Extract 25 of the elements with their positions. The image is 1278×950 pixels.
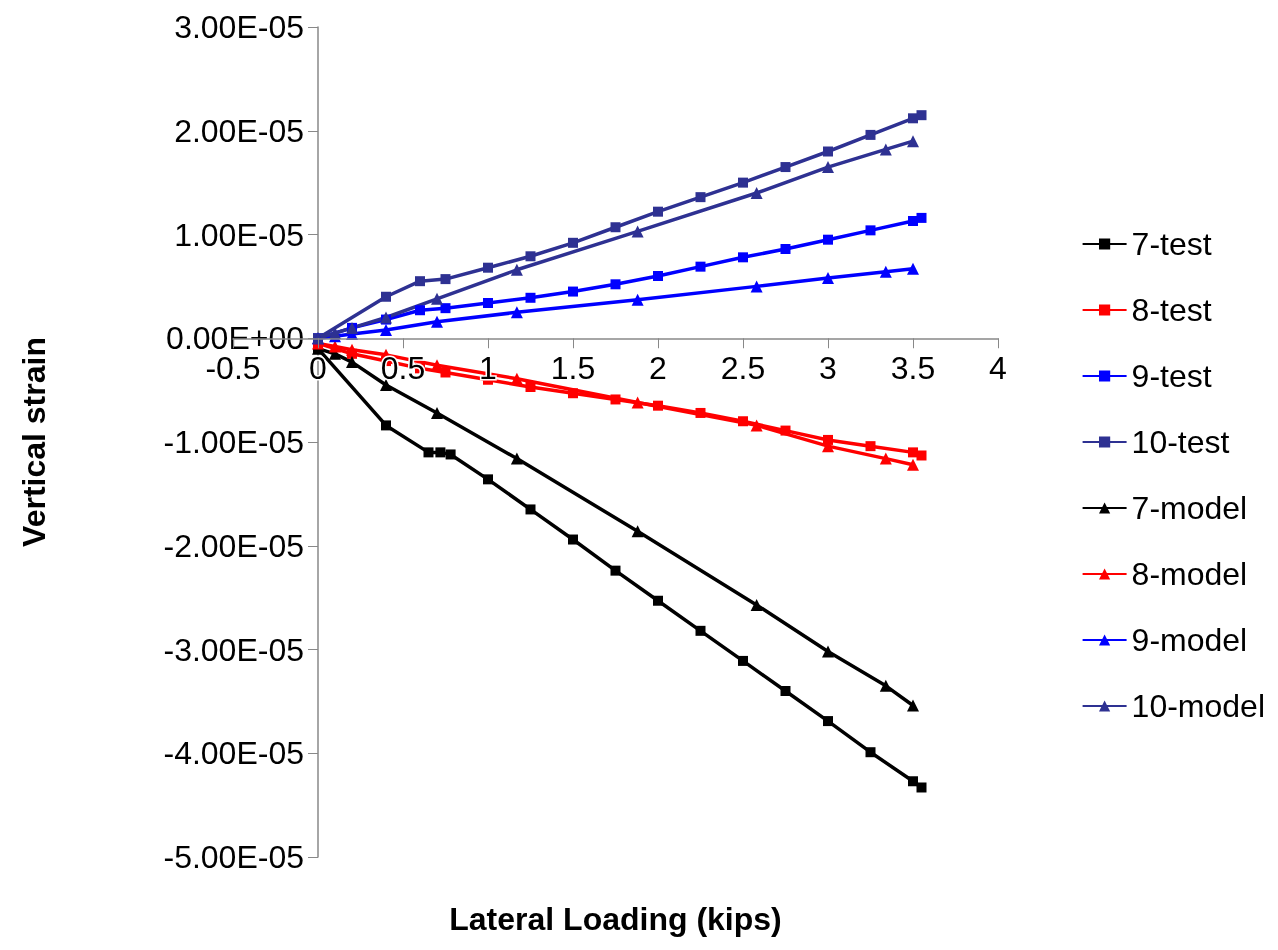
- x-tick-label: 0: [309, 350, 327, 387]
- legend-label: 8-model: [1131, 556, 1248, 592]
- legend-label: 7-test: [1131, 226, 1212, 262]
- y-tick-label: 3.00E-05: [174, 9, 304, 45]
- y-tick-label: -4.00E-05: [163, 735, 304, 772]
- x-tick-label: 4: [989, 350, 1007, 387]
- x-axis-title: Lateral Loading (kips): [449, 901, 782, 938]
- y-tick-label: 2.00E-05: [174, 112, 304, 149]
- y-tick-label: -5.00E-05: [163, 839, 304, 875]
- y-tick-label: -3.00E-05: [163, 631, 304, 668]
- legend-label: 8-test: [1131, 292, 1212, 328]
- x-tick-label: 2.5: [720, 350, 766, 387]
- x-tick-label: 1.5: [550, 350, 596, 387]
- legend-label: 9-test: [1131, 358, 1212, 394]
- y-axis-title: Vertical strain: [16, 337, 52, 547]
- legend-label: 9-model: [1131, 622, 1248, 658]
- legend-label: 10-test: [1131, 424, 1230, 460]
- legend-label: 7-model: [1131, 490, 1248, 526]
- y-tick-label: -2.00E-05: [163, 527, 304, 564]
- y-tick-label: 1.00E-05: [174, 216, 304, 253]
- x-tick-label: 2: [649, 350, 667, 387]
- legend-label: 10-model: [1131, 688, 1265, 724]
- x-tick-label: 3: [819, 350, 837, 387]
- y-tick-label: -1.00E-05: [163, 424, 304, 460]
- x-tick-label: 3.5: [890, 350, 936, 387]
